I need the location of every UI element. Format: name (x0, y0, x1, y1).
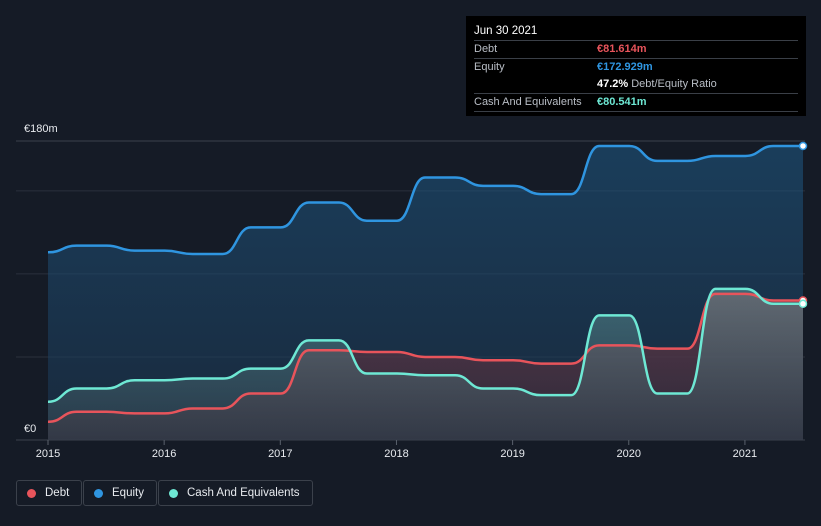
legend-dot-icon (94, 488, 103, 498)
x-tick-label: 2019 (500, 448, 524, 460)
tooltip-value: 47.2% (597, 78, 629, 90)
tooltip-date: Jun 30 2021 (474, 22, 798, 41)
tooltip-label: Debt (474, 43, 498, 55)
tooltip-label: Equity (474, 61, 505, 73)
series-lines (47, 144, 803, 423)
line-cash-and-equivalents (47, 287, 803, 404)
tooltip-row-debt: Debt €81.614m (474, 41, 798, 59)
tooltip-label: Cash And Equivalents (474, 96, 582, 108)
tooltip-value: €81.614m (597, 43, 647, 55)
y-tick-label: €180m (24, 123, 58, 135)
x-tick-label: 2018 (384, 448, 408, 460)
x-tick-label: 2021 (733, 448, 757, 460)
tooltip-label (474, 76, 597, 93)
end-marker-cash-and-equivalents (798, 299, 808, 309)
legend-dot-icon (27, 488, 36, 498)
line-debt (47, 292, 803, 423)
series-areas (48, 145, 803, 440)
line-equity (47, 144, 803, 256)
tooltip-row-equity: Equity €172.929m (474, 59, 798, 76)
legend-dot-icon (169, 488, 178, 498)
legend-label: Debt (45, 487, 70, 499)
x-tick-label: 2016 (152, 448, 176, 460)
legend-item-debt[interactable]: Debt (16, 480, 83, 506)
x-axis: 2015 2016 2017 2018 2019 2020 2021 (36, 440, 757, 460)
x-tick-label: 2015 (36, 448, 60, 460)
x-tick-label: 2017 (268, 448, 292, 460)
y-axis: €0 €180m (24, 123, 58, 435)
tooltip-row-ratio: 47.2% Debt/Equity Ratio (474, 76, 798, 94)
end-markers (798, 141, 808, 309)
x-tick-label: 2020 (617, 448, 641, 460)
tooltip-row-cash: Cash And Equivalents €80.541m (474, 94, 798, 112)
tooltip-ratio-label: Debt/Equity Ratio (631, 78, 717, 90)
legend-item-equity[interactable]: Equity (83, 480, 157, 506)
end-marker-equity (798, 141, 808, 151)
y-tick-label: €0 (24, 423, 36, 435)
legend-label: Cash And Equivalents (187, 487, 300, 499)
tooltip: Jun 30 2021 Debt €81.614m Equity €172.92… (466, 16, 806, 116)
tooltip-value: €172.929m (597, 61, 653, 73)
legend-label: Equity (112, 487, 144, 499)
tooltip-value: €80.541m (597, 96, 647, 108)
legend-item-cash[interactable]: Cash And Equivalents (158, 480, 313, 506)
